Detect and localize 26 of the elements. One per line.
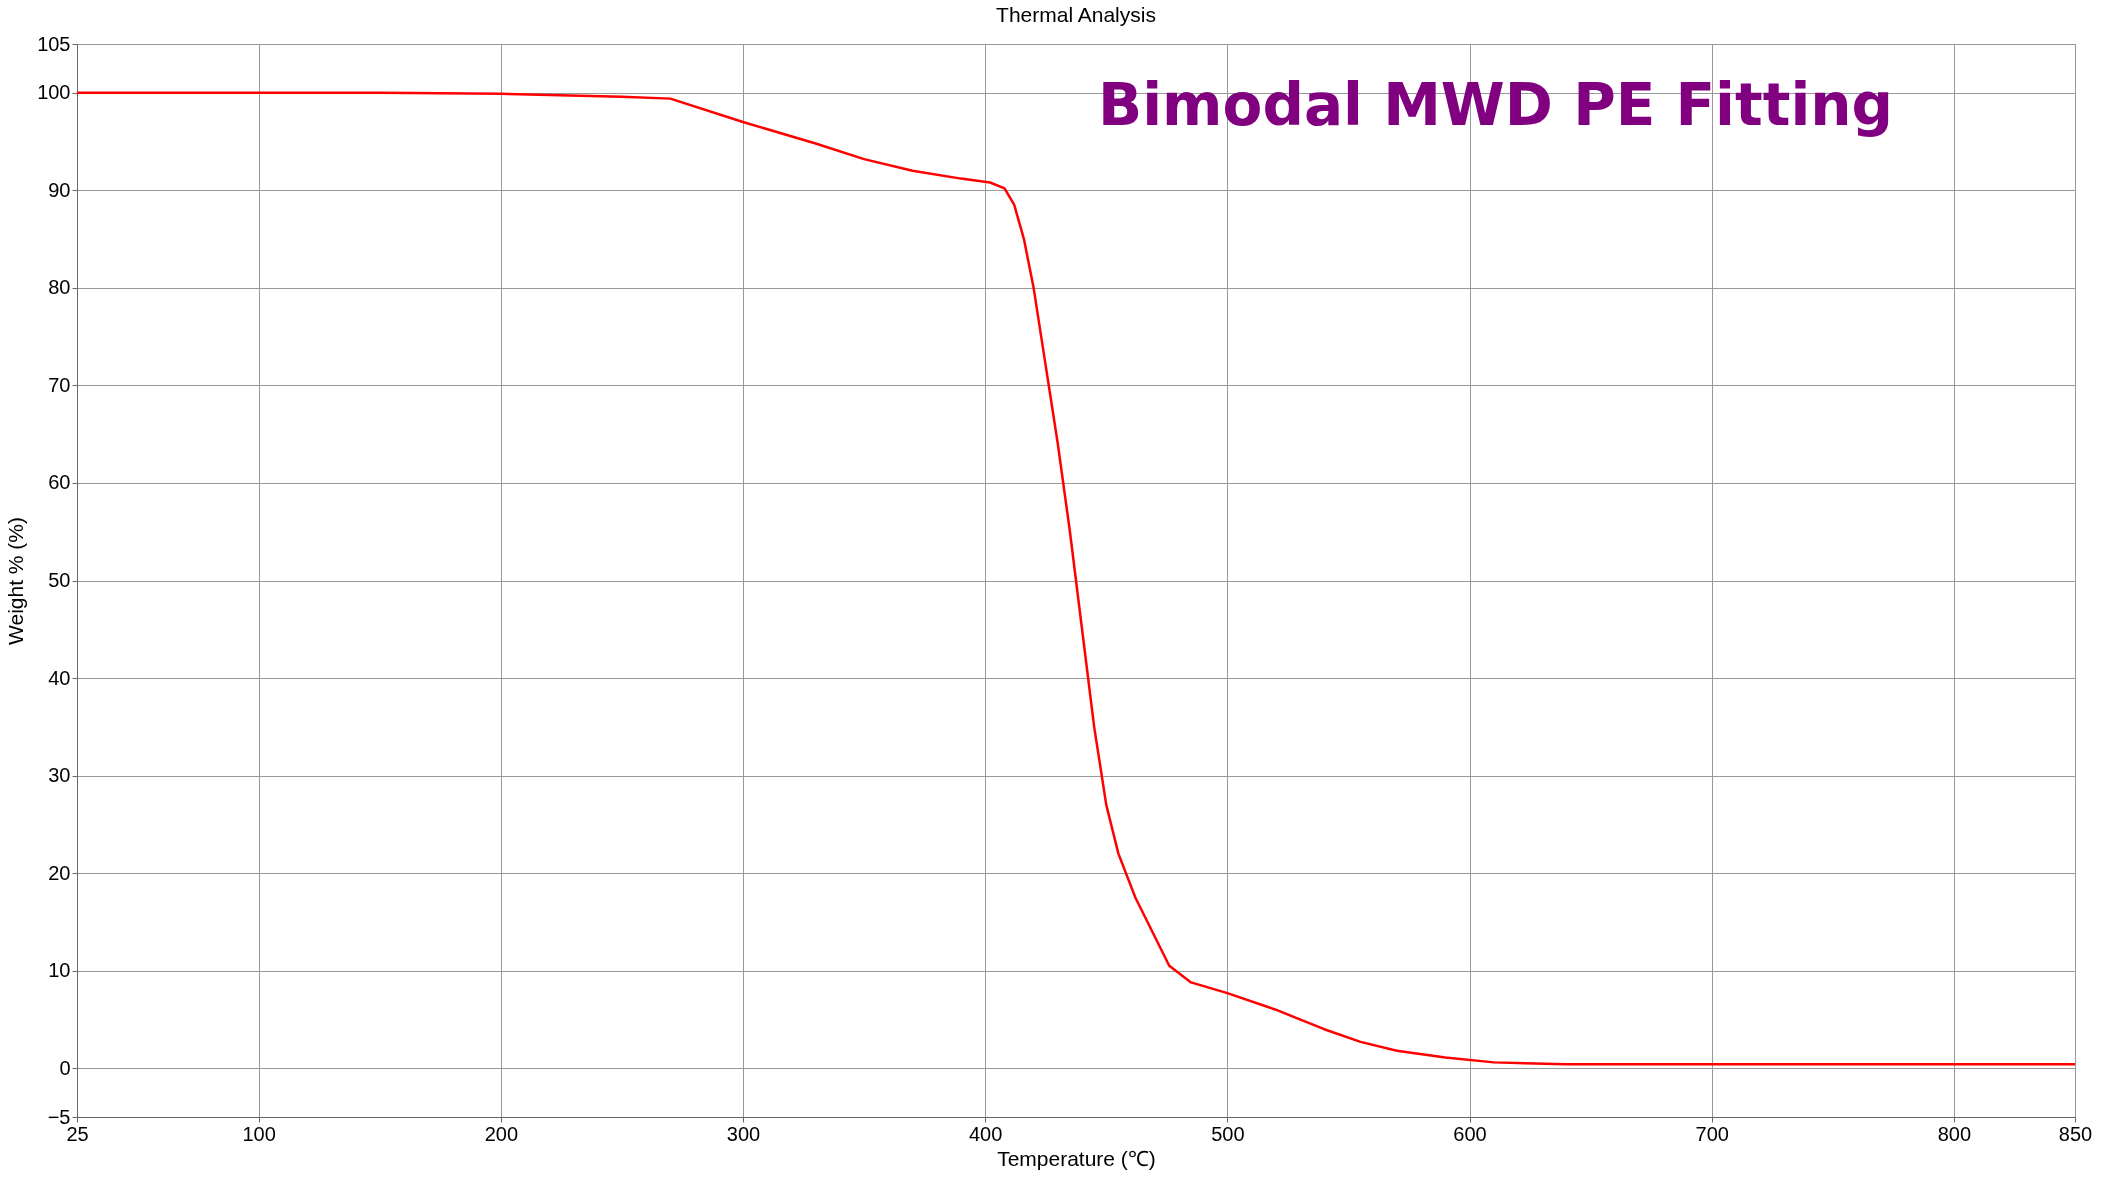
- x-tick-label: 400: [968, 1122, 1003, 1145]
- y-tick-label: 50: [48, 569, 71, 591]
- x-tick-label: 800: [1937, 1122, 1972, 1145]
- y-tick-label: 60: [48, 471, 71, 494]
- y-tick-label: 20: [48, 861, 71, 884]
- y-tick-label: 40: [48, 666, 71, 689]
- x-tick-label: 700: [1695, 1122, 1729, 1145]
- x-tick-label: 600: [1453, 1122, 1487, 1145]
- x-axis-title: Temperature (℃): [997, 1146, 1156, 1170]
- x-tick-label: 300: [726, 1122, 761, 1145]
- y-tick-label: 10: [48, 959, 71, 982]
- chart-title: Thermal Analysis: [996, 3, 1156, 26]
- annotation: Bimodal MWD PE Fitting: [1098, 71, 1894, 140]
- y-tick-label: 80: [48, 276, 71, 299]
- y-tick-label: −5: [47, 1105, 71, 1128]
- y-tick-label: 100: [37, 81, 71, 104]
- y-tick-label: 0: [59, 1056, 71, 1079]
- y-tick-label: 105: [37, 32, 71, 55]
- x-tick-label: 100: [242, 1122, 276, 1145]
- x-tick-label: 500: [1211, 1122, 1245, 1145]
- y-tick-label: 30: [48, 764, 71, 787]
- x-tick-label: 850: [2058, 1122, 2093, 1145]
- x-tick-label: 200: [484, 1122, 519, 1145]
- y-tick-label: 90: [48, 178, 71, 201]
- y-tick-label: 70: [48, 373, 71, 396]
- y-axis-title: Weight % (%): [4, 517, 28, 645]
